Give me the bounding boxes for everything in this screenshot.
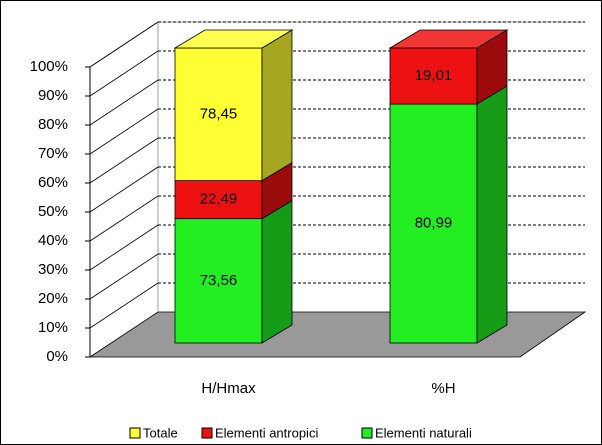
data-label: 78,45 (200, 105, 238, 122)
grid-line (89, 166, 159, 213)
y-tick-label: 10% (38, 319, 68, 336)
bar-segment (174, 47, 263, 182)
grid-line (89, 108, 159, 155)
data-label: 73,56 (200, 272, 238, 289)
floor (88, 311, 587, 358)
legend-swatch (129, 427, 141, 439)
bar-side (261, 199, 293, 344)
grid-line (89, 253, 159, 300)
grid-line (89, 50, 159, 97)
y-tick-label: 60% (38, 174, 68, 191)
y-tick-label: 70% (38, 145, 68, 162)
legend-label: Elementi antropici (215, 425, 318, 440)
bar-side (476, 85, 508, 344)
x-tick-label: H/Hmax (201, 380, 256, 397)
y-tick-label: 50% (38, 203, 68, 220)
grid-line (89, 137, 159, 184)
y-tick-label: 30% (38, 261, 68, 278)
bar-side (261, 29, 293, 182)
data-label: 22,49 (200, 191, 238, 208)
legend-swatch (201, 427, 213, 439)
y-tick-label: 40% (38, 232, 68, 249)
y-tick-label: 100% (30, 58, 68, 75)
bar-segment (389, 103, 478, 344)
y-tick-label: 0% (46, 348, 68, 365)
data-label: 80,99 (415, 215, 453, 232)
legend-label: Totale (143, 425, 178, 440)
bar-top (173, 29, 294, 49)
legend-swatch (361, 427, 373, 439)
y-tick-label: 90% (38, 87, 68, 104)
y-tick-label: 80% (38, 116, 68, 133)
y-tick-label: 20% (38, 290, 68, 307)
grid-line (89, 21, 159, 68)
data-label: 19,01 (415, 67, 453, 84)
bar-segment (174, 218, 263, 344)
grid-line (89, 282, 159, 329)
grid-line (89, 195, 159, 242)
grid-line (89, 224, 159, 271)
x-tick-label: %H (431, 380, 455, 397)
bar-top (388, 29, 509, 49)
legend-label: Elementi naturali (375, 425, 472, 440)
grid-line (89, 79, 159, 126)
